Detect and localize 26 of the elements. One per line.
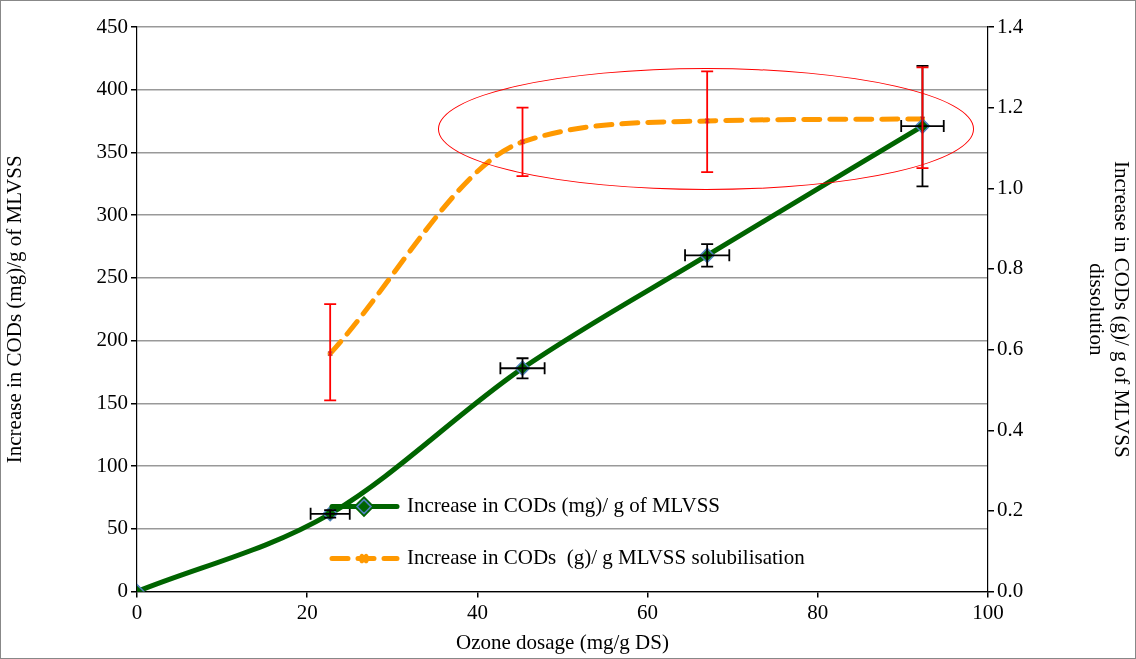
y-tick-label: 450 xyxy=(96,13,128,38)
y2-tick-label: 0.2 xyxy=(997,497,1024,522)
y-tick-label: 100 xyxy=(96,452,128,477)
y-tick-label: 300 xyxy=(96,201,128,226)
y-tick-label: 400 xyxy=(96,76,128,101)
legend-label: Increase in CODs (mg)/ g of MLVSS xyxy=(407,493,721,518)
y-tick-label: 350 xyxy=(96,138,128,163)
y2-tick-label: 1.0 xyxy=(997,174,1024,199)
y-axis-title: Increase in CODs (mg)/g of MLVSS xyxy=(2,155,27,464)
y-tick-label: 200 xyxy=(96,327,128,352)
y2-tick-label: 1.2 xyxy=(997,94,1024,119)
y2-tick-label: 0.6 xyxy=(997,336,1024,361)
legend-label: Increase in CODs (g)/ g MLVSS solubilisation xyxy=(407,545,806,570)
y-tick-label: 150 xyxy=(96,389,128,414)
y2-tick-label: 0.4 xyxy=(997,416,1024,441)
y2-axis-title: Increase in CODs (g)/ g of MLVSS dissolution xyxy=(1084,160,1134,458)
x-tick-label: 80 xyxy=(807,599,829,624)
y-tick-label: 0 xyxy=(117,578,128,603)
y-tick-label: 250 xyxy=(96,264,128,289)
y-tick-label: 50 xyxy=(107,515,128,540)
y2-tick-label: 0.8 xyxy=(997,255,1024,280)
x-tick-label: 20 xyxy=(296,599,318,624)
x-tick-label: 60 xyxy=(637,599,659,624)
x-axis-title: Ozone dosage (mg/g DS) xyxy=(456,629,669,654)
y2-tick-label: 1.4 xyxy=(997,13,1024,38)
x-tick-label: 40 xyxy=(466,599,488,624)
